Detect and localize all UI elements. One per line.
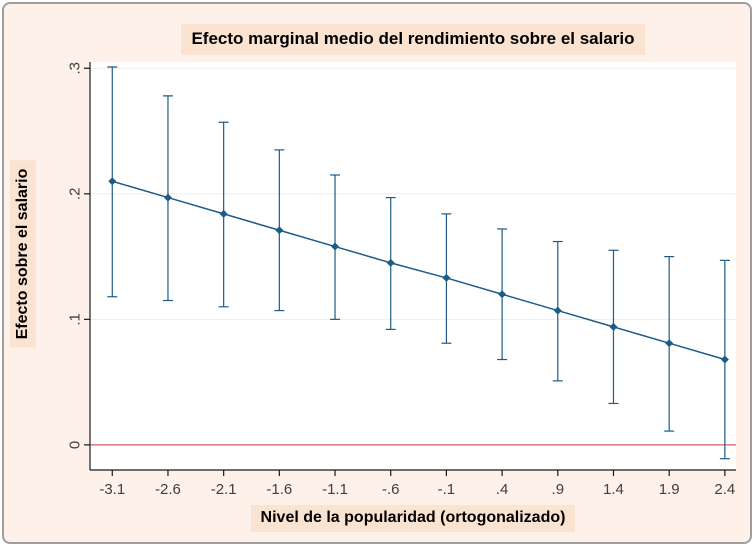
x-tick-label: 1.9 — [659, 481, 680, 498]
x-tick-label: -2.6 — [155, 481, 181, 498]
data-point-marker — [331, 242, 340, 251]
plot-svg: 0 .1 .2 .3 -3.1 -2.6 -2.1 -1.6 -1.1 -.6 -.1 .4 .9 1.4… — [67, 62, 736, 498]
chart-title: Efecto marginal medio del rendimiento so… — [90, 24, 736, 55]
y-tick-label: 0 — [67, 441, 84, 449]
x-tick-label: 2.4 — [714, 481, 735, 498]
y-tick-label: .2 — [67, 188, 84, 201]
y-axis-title-text: Efecto sobre el salario — [10, 160, 36, 348]
plot-area — [90, 62, 736, 470]
x-tick-label: -.6 — [382, 481, 400, 498]
data-point-marker — [275, 226, 284, 235]
x-tick-label: -2.1 — [211, 481, 237, 498]
x-axis-title: Nivel de la popularidad (ortogonalizado) — [90, 505, 736, 532]
x-tick-label: -3.1 — [99, 481, 125, 498]
y-tick-label: .3 — [67, 62, 84, 75]
x-tick-label: .9 — [552, 481, 565, 498]
x-tick-label: .4 — [496, 481, 509, 498]
data-point-marker — [553, 306, 562, 315]
y-axis-title: Efecto sobre el salario — [10, 160, 36, 348]
x-tick-label: -1.1 — [322, 481, 348, 498]
x-tick-label: -.1 — [438, 481, 456, 498]
data-point-marker — [442, 273, 451, 282]
data-point-marker — [665, 339, 674, 348]
x-axis-title-text: Nivel de la popularidad (ortogonalizado) — [250, 505, 576, 532]
data-point-marker — [219, 209, 228, 218]
data-point-marker — [609, 322, 618, 331]
data-point-marker — [163, 193, 172, 202]
data-point-marker — [720, 355, 729, 364]
y-tick-label: .1 — [67, 313, 84, 326]
x-tick-label: -1.6 — [266, 481, 292, 498]
x-tick-label: 1.4 — [603, 481, 624, 498]
chart-title-text: Efecto marginal medio del rendimiento so… — [181, 24, 645, 55]
data-point-marker — [386, 258, 395, 267]
series-line — [112, 180, 726, 361]
data-point-marker — [108, 177, 117, 186]
data-point-marker — [498, 290, 507, 299]
